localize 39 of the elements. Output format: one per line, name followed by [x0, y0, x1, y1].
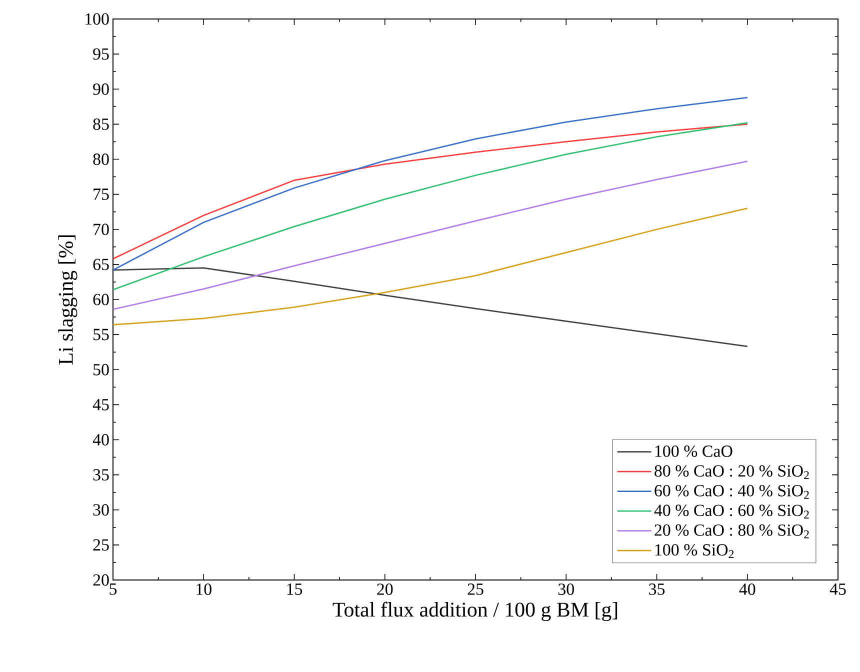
- legend-label: 40 % CaO : 60 % SiO$_{2}$: [654, 504, 809, 519]
- y-tick-label: 50: [94, 364, 109, 376]
- x-tick-label: 35: [649, 584, 665, 595]
- y-tick-label: 25: [93, 539, 109, 551]
- legend-label: 60 % CaO : 40 % SiO$_{2}$: [654, 484, 809, 499]
- x-tick-label: 20: [377, 584, 393, 595]
- line-series: [113, 208, 748, 326]
- x-axis-title: Total flux addition / 100 g BM [g]: [332, 602, 618, 622]
- y-tick-label: 100: [86, 13, 109, 25]
- y-tick-label: 75: [94, 188, 109, 200]
- line-series: [113, 96, 748, 271]
- x-tick-label: 40: [739, 584, 756, 595]
- line-series: [113, 122, 748, 290]
- line-series: [113, 267, 748, 348]
- x-tick-label: 30: [558, 584, 574, 595]
- legend-label: 100 % SiO$_{2}$: [655, 544, 734, 558]
- y-tick-label: 60: [93, 294, 109, 306]
- legend-label: 20 % CaO : 80 % SiO$_{2}$: [654, 524, 809, 538]
- x-tick-label: 5: [110, 584, 117, 595]
- x-tick-label: 10: [196, 584, 212, 595]
- y-tick-label: 20: [93, 574, 109, 586]
- x-tick-label: 45: [830, 584, 846, 595]
- y-tick-label: 65: [93, 258, 109, 270]
- y-tick-label: 85: [93, 118, 109, 130]
- y-tick-label: 90: [93, 83, 109, 95]
- legend-label: 80 % CaO : 20 % SiO$_{2}$: [654, 465, 809, 480]
- y-tick-label: 40: [92, 434, 109, 446]
- line-series: [113, 123, 748, 260]
- y-tick-label: 45: [92, 399, 109, 410]
- y-axis-title: Li slagging [%]: [58, 235, 78, 365]
- y-tick-label: 55: [94, 328, 109, 340]
- y-tick-label: 30: [93, 504, 109, 516]
- y-tick-label: 80: [93, 154, 109, 165]
- legend-label: 100 % CaO: [655, 445, 732, 457]
- x-tick-label: 25: [468, 584, 484, 595]
- y-tick-label: 35: [93, 469, 109, 481]
- x-tick-label: 15: [287, 584, 302, 595]
- y-tick-label: 70: [94, 224, 109, 236]
- y-tick-label: 95: [93, 48, 109, 60]
